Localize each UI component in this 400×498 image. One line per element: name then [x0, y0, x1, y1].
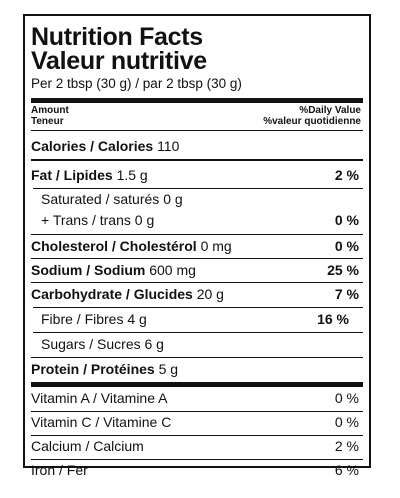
nutrition-facts-panel: Nutrition Facts Valeur nutritive Per 2 t…: [23, 14, 371, 478]
divider: [31, 459, 363, 460]
divider: [31, 130, 363, 131]
daily-value-header: %Daily Value %valeur quotidienne: [263, 105, 361, 127]
panel-content: Nutrition Facts Valeur nutritive Per 2 t…: [31, 23, 363, 478]
title-english: Nutrition Facts: [31, 23, 203, 51]
divider: [31, 159, 363, 161]
thick-divider: [31, 382, 363, 387]
divider: [31, 258, 363, 259]
title-french: Valeur nutritive: [31, 47, 207, 75]
divider: [31, 357, 363, 358]
divider: [33, 188, 363, 189]
divider: [31, 282, 363, 283]
divider: [31, 234, 363, 235]
amount-header: Amount Teneur: [31, 105, 69, 127]
divider: [33, 332, 363, 333]
divider: [31, 435, 363, 436]
divider: [33, 307, 363, 308]
serving-size: Per 2 tbsp (30 g) / par 2 tbsp (30 g): [31, 76, 242, 91]
divider: [31, 411, 363, 412]
thick-divider: [31, 98, 363, 103]
